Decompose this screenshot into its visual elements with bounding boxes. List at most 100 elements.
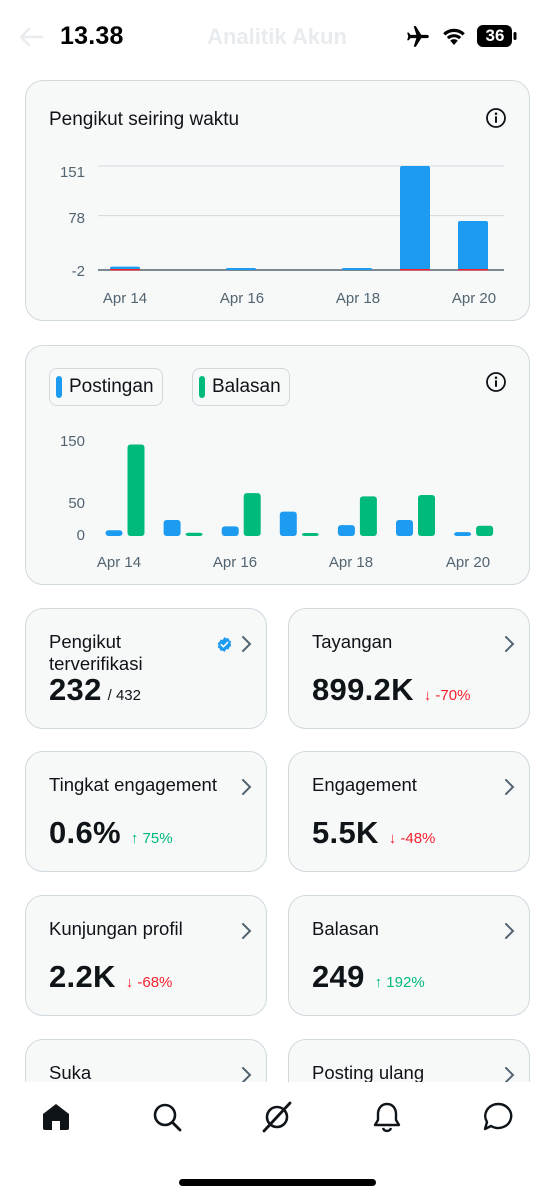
chart-title: Pengikut seiring waktu xyxy=(49,109,240,130)
metric-change: ↓ -70% xyxy=(423,687,471,704)
negative-bar xyxy=(458,269,488,271)
metric-value-row: 899.2K ↓ -70% xyxy=(312,672,470,708)
metric-card-engagement[interactable]: Engagement 5.5K ↓ -48% xyxy=(288,751,530,872)
metric-change: ↑ 192% xyxy=(374,974,425,991)
chevron-right-icon xyxy=(505,779,515,795)
metric-value-row: 5.5K ↓ -48% xyxy=(312,815,435,851)
page-title: Analitik Akun xyxy=(207,24,347,49)
home-indicator xyxy=(179,1179,376,1186)
chevron-right-icon xyxy=(505,923,515,939)
status-bar: Analitik Akun 13.38 36 xyxy=(0,0,554,76)
bar-balasan xyxy=(301,533,319,536)
back-arrow-icon[interactable] xyxy=(18,26,44,48)
metric-value: 2.2K xyxy=(49,959,116,994)
posts-replies-chart-card: Postingan Balasan 150 50 0 Apr 14 Apr 16… xyxy=(25,345,530,585)
bar-balasan xyxy=(243,493,261,536)
posts-replies-chart: 150 50 0 Apr 14 Apr 16 Apr 18 Apr 20 xyxy=(60,433,494,571)
metric-value-row: 0.6% ↑ 75% xyxy=(49,815,173,851)
followers-chart-card: Pengikut seiring waktu 151 78 -2 Apr 14 … xyxy=(25,80,530,321)
metric-value-row: 249 ↑ 192% xyxy=(312,959,425,995)
metric-title: Balasan xyxy=(312,918,379,939)
airplane-mode-icon xyxy=(407,26,429,47)
metric-value-row: 2.2K ↓ -68% xyxy=(49,959,172,995)
metric-title: Tingkat engagement xyxy=(49,774,217,795)
chevron-right-icon xyxy=(242,923,252,939)
y-tick-label: 50 xyxy=(68,495,85,512)
followers-chart: 151 78 -2 Apr 14 Apr 16 Apr 18 Apr 20 xyxy=(60,164,504,307)
search-icon[interactable] xyxy=(151,1101,183,1133)
legend-label: Balasan xyxy=(212,376,281,397)
bar-balasan xyxy=(359,496,377,536)
metric-value-row: 232 / 432 xyxy=(49,672,141,708)
chevron-right-icon xyxy=(242,1067,252,1083)
metric-change: ↓ -48% xyxy=(388,830,436,847)
negative-bar xyxy=(400,269,430,271)
bottom-navigation xyxy=(0,1082,554,1199)
bar-postingan xyxy=(396,520,413,536)
x-tick-label: Apr 20 xyxy=(446,554,490,571)
legend-swatch xyxy=(199,376,205,398)
metric-value: 899.2K xyxy=(312,672,414,707)
bar-balasan xyxy=(476,525,494,536)
metric-title: Engagement xyxy=(312,774,417,795)
x-tick-label: Apr 16 xyxy=(220,290,264,307)
info-icon[interactable] xyxy=(485,371,507,393)
x-tick-label: Apr 18 xyxy=(336,290,380,307)
x-tick-label: Apr 20 xyxy=(452,290,496,307)
metric-title: Pengikut terverifikasi xyxy=(49,631,143,674)
metric-card-replies[interactable]: Balasan 249 ↑ 192% xyxy=(288,895,530,1016)
metric-change: ↓ -68% xyxy=(125,974,173,991)
bar-postingan xyxy=(337,525,355,536)
bar-balasan xyxy=(127,444,145,536)
y-tick-label: 0 xyxy=(77,527,85,544)
y-tick-label: -2 xyxy=(72,263,85,280)
legend-balasan[interactable]: Balasan xyxy=(192,368,290,406)
metric-total: / 432 xyxy=(107,687,141,704)
chevron-right-icon xyxy=(242,636,252,652)
bar xyxy=(400,166,430,270)
metric-value: 232 xyxy=(49,672,102,707)
metric-value: 5.5K xyxy=(312,815,379,850)
messages-icon[interactable] xyxy=(482,1101,514,1133)
y-tick-label: 78 xyxy=(68,210,85,227)
status-time: 13.38 xyxy=(60,22,124,50)
x-tick-label: Apr 18 xyxy=(329,554,373,571)
metric-title: Tayangan xyxy=(312,631,393,652)
bar-postingan xyxy=(454,532,472,536)
metric-value: 249 xyxy=(312,959,365,994)
chevron-right-icon xyxy=(505,1067,515,1083)
legend-label: Postingan xyxy=(69,376,154,397)
metric-title: Suka xyxy=(49,1062,92,1083)
bar xyxy=(342,267,372,270)
chevron-right-icon xyxy=(505,636,515,652)
info-icon[interactable] xyxy=(485,107,507,129)
metric-title: Kunjungan profil xyxy=(49,918,183,939)
y-tick-label: 151 xyxy=(60,164,85,181)
metric-title: Posting ulang xyxy=(312,1062,425,1083)
bar-postingan xyxy=(221,526,239,536)
bar-balasan xyxy=(185,532,203,536)
wifi-icon xyxy=(443,28,465,45)
metric-change: ↑ 75% xyxy=(130,830,173,847)
metric-card-verified-followers[interactable]: Pengikut terverifikasi 232 / 432 xyxy=(25,608,267,729)
x-tick-label: Apr 14 xyxy=(103,290,147,307)
legend-postingan[interactable]: Postingan xyxy=(49,368,163,406)
home-icon[interactable] xyxy=(40,1101,72,1133)
y-tick-label: 150 xyxy=(60,433,85,450)
legend-swatch xyxy=(56,376,62,398)
battery-level: 36 xyxy=(485,26,505,45)
grok-icon[interactable] xyxy=(261,1101,293,1133)
bar-balasan xyxy=(418,495,435,536)
metric-value: 0.6% xyxy=(49,815,121,850)
bar xyxy=(226,267,256,270)
battery-icon xyxy=(477,25,517,47)
verified-badge-icon xyxy=(217,637,232,652)
negative-bar xyxy=(110,269,140,271)
bar-postingan xyxy=(105,530,123,536)
metric-card-profile-visits[interactable]: Kunjungan profil 2.2K ↓ -68% xyxy=(25,895,267,1016)
x-tick-label: Apr 16 xyxy=(213,554,257,571)
chevron-right-icon xyxy=(242,779,252,795)
metric-card-impressions[interactable]: Tayangan 899.2K ↓ -70% xyxy=(288,608,530,729)
notifications-icon[interactable] xyxy=(371,1101,403,1133)
metric-card-engagement-rate[interactable]: Tingkat engagement 0.6% ↑ 75% xyxy=(25,751,267,872)
